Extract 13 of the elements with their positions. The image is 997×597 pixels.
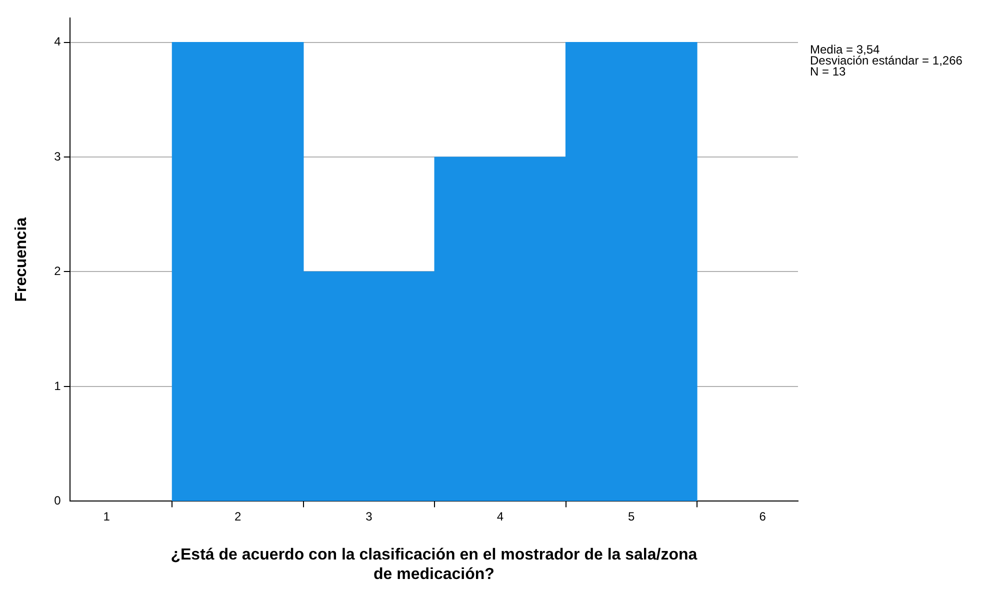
y-tick-label: 2 (54, 264, 62, 278)
x-tick-label: 2 (234, 510, 242, 524)
y-tick-label: 1 (54, 378, 62, 393)
x-tick-label: 4 (496, 510, 504, 524)
x-tick-label: 6 (759, 510, 766, 524)
y-tick-label: 4 (54, 34, 62, 49)
x-tick-label: 1 (103, 510, 110, 524)
y-tick-label: 0 (54, 494, 62, 508)
x-axis-title: ¿Está de acuerdo con la clasificación en el mostrador de la sala/zona de medicación? (170, 546, 698, 583)
y-tick-label: 3 (54, 149, 62, 164)
x-tick-label: 5 (628, 510, 636, 524)
y-axis-title: Frecuencia (13, 217, 30, 302)
x-tick-label: 3 (366, 510, 373, 524)
